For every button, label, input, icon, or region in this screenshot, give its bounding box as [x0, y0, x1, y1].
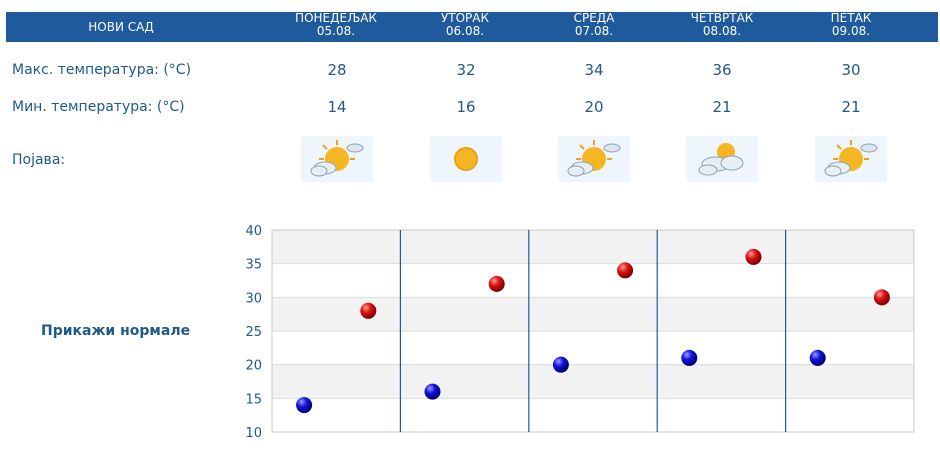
- min-temp-value: 20: [584, 98, 604, 116]
- day-name: ЧЕТВРТАК: [690, 11, 754, 25]
- plot-band: [272, 297, 914, 331]
- max-temp-value: 30: [841, 61, 861, 79]
- phenomenon-label: Појава:: [12, 152, 66, 168]
- plot-band: [272, 230, 914, 264]
- min-temp-value: 16: [456, 98, 476, 116]
- y-tick-label: 30: [245, 291, 262, 306]
- y-tick-label: 35: [245, 258, 262, 273]
- min-temp-marker: [552, 356, 569, 373]
- max-temp-value: 34: [584, 61, 604, 79]
- day-name: СРЕДА: [573, 11, 615, 25]
- max-temp-label: Макс. температура: (°C): [12, 62, 192, 78]
- min-temp-value: 21: [712, 98, 732, 116]
- show-normals-link[interactable]: Прикажи нормале: [41, 323, 191, 339]
- day-header-2: СРЕДА 07.08.: [534, 12, 654, 42]
- sun-behind-clouds-icon: [558, 136, 630, 182]
- clouds-with-sun-icon: [686, 136, 758, 182]
- max-temp-marker: [617, 262, 634, 279]
- y-tick-label: 15: [245, 392, 262, 407]
- temperature-chart: 10 15 20 25 30 35 40: [245, 224, 915, 441]
- day-header-1: УТОРАК 06.08.: [405, 12, 525, 42]
- day-header-4: ПЕТАК 09.08.: [791, 12, 911, 42]
- day-header-3: ЧЕТВРТАК 08.08.: [662, 12, 782, 42]
- y-tick-label: 20: [245, 359, 262, 374]
- plot-band: [272, 364, 914, 399]
- min-temp-value: 21: [841, 98, 861, 116]
- y-tick-label: 40: [245, 224, 262, 239]
- min-temp-marker: [809, 349, 826, 366]
- min-temp-marker: [296, 397, 313, 414]
- plot-band: [272, 263, 914, 298]
- y-tick-label: 25: [245, 325, 262, 340]
- plot-band: [272, 398, 914, 432]
- min-temp-value: 14: [327, 98, 347, 116]
- day-header-0: ПОНЕДЕЉАК 05.08.: [276, 12, 396, 42]
- sun-behind-clouds-icon: [815, 136, 887, 182]
- day-date: 06.08.: [445, 24, 485, 38]
- plot-frame: [271, 229, 915, 433]
- min-temp-marker: [681, 349, 698, 366]
- max-temp-value: 32: [456, 61, 476, 79]
- sun-behind-clouds-icon: [301, 136, 373, 182]
- day-date: 07.08.: [574, 24, 614, 38]
- max-temp-marker: [488, 275, 505, 292]
- sun-icon: [430, 136, 502, 182]
- city-name: НОВИ САД: [88, 20, 154, 34]
- max-temp-value: 28: [327, 61, 347, 79]
- max-temp-value: 36: [712, 61, 732, 79]
- plot-band: [272, 331, 914, 365]
- day-date: 08.08.: [702, 24, 742, 38]
- day-name: ПОНЕДЕЉАК: [295, 11, 377, 25]
- max-temp-marker: [745, 248, 762, 265]
- forecast-header: НОВИ САД ПОНЕДЕЉАК 05.08. УТОРАК 06.08. …: [6, 12, 938, 42]
- day-date: 05.08.: [316, 24, 356, 38]
- min-temp-marker: [424, 383, 441, 400]
- day-name: ПЕТАК: [830, 11, 872, 25]
- max-temp-marker: [873, 289, 890, 306]
- day-name: УТОРАК: [440, 11, 490, 25]
- day-date: 09.08.: [831, 24, 871, 38]
- min-temp-label: Мин. температура: (°C): [12, 99, 185, 115]
- max-temp-marker: [360, 302, 377, 319]
- y-tick-label: 10: [245, 426, 262, 441]
